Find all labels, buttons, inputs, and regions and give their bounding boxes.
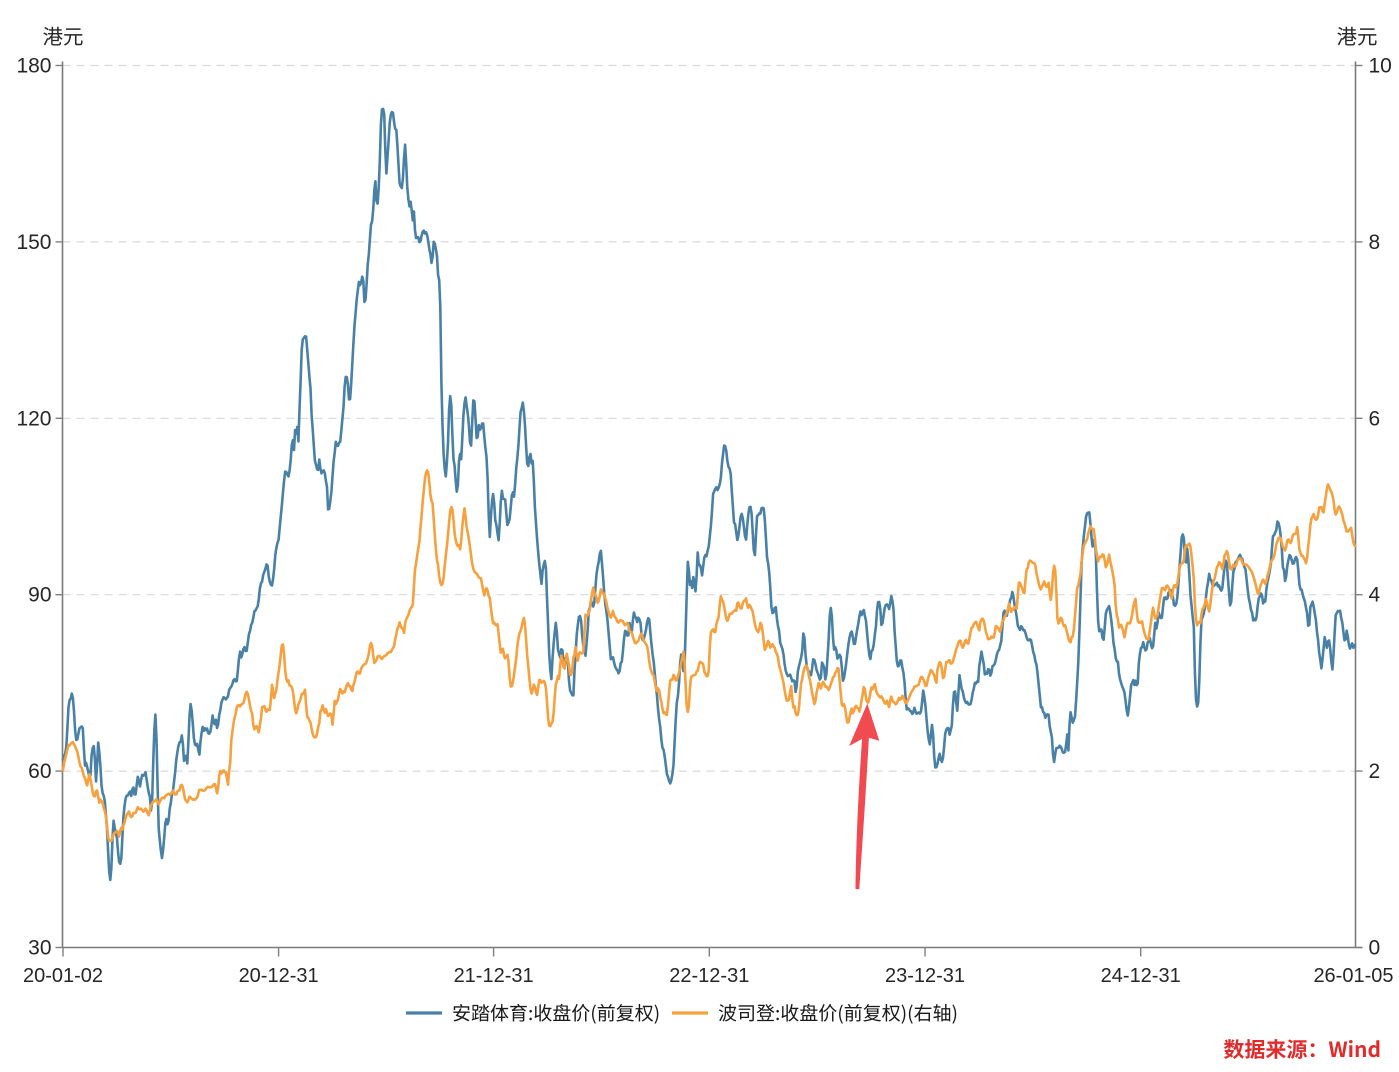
svg-text:4: 4 bbox=[1369, 584, 1381, 607]
svg-text:2: 2 bbox=[1369, 760, 1381, 783]
svg-text:6: 6 bbox=[1369, 407, 1381, 430]
svg-text:22-12-31: 22-12-31 bbox=[669, 965, 749, 987]
svg-text:120: 120 bbox=[16, 407, 51, 430]
svg-text:20-01-02: 20-01-02 bbox=[23, 965, 103, 987]
svg-text:24-12-31: 24-12-31 bbox=[1101, 965, 1181, 987]
svg-text:20-12-31: 20-12-31 bbox=[239, 965, 319, 987]
svg-text:180: 180 bbox=[16, 55, 51, 78]
svg-text:0: 0 bbox=[1369, 937, 1381, 960]
svg-text:10: 10 bbox=[1369, 55, 1392, 78]
svg-text:30: 30 bbox=[28, 937, 51, 960]
svg-text:90: 90 bbox=[28, 584, 51, 607]
svg-text:60: 60 bbox=[28, 760, 51, 783]
svg-text:150: 150 bbox=[16, 231, 51, 254]
svg-text:23-12-31: 23-12-31 bbox=[885, 965, 965, 987]
svg-text:8: 8 bbox=[1369, 231, 1381, 254]
svg-text:21-12-31: 21-12-31 bbox=[454, 965, 534, 987]
svg-text:26-01-05: 26-01-05 bbox=[1313, 965, 1393, 987]
